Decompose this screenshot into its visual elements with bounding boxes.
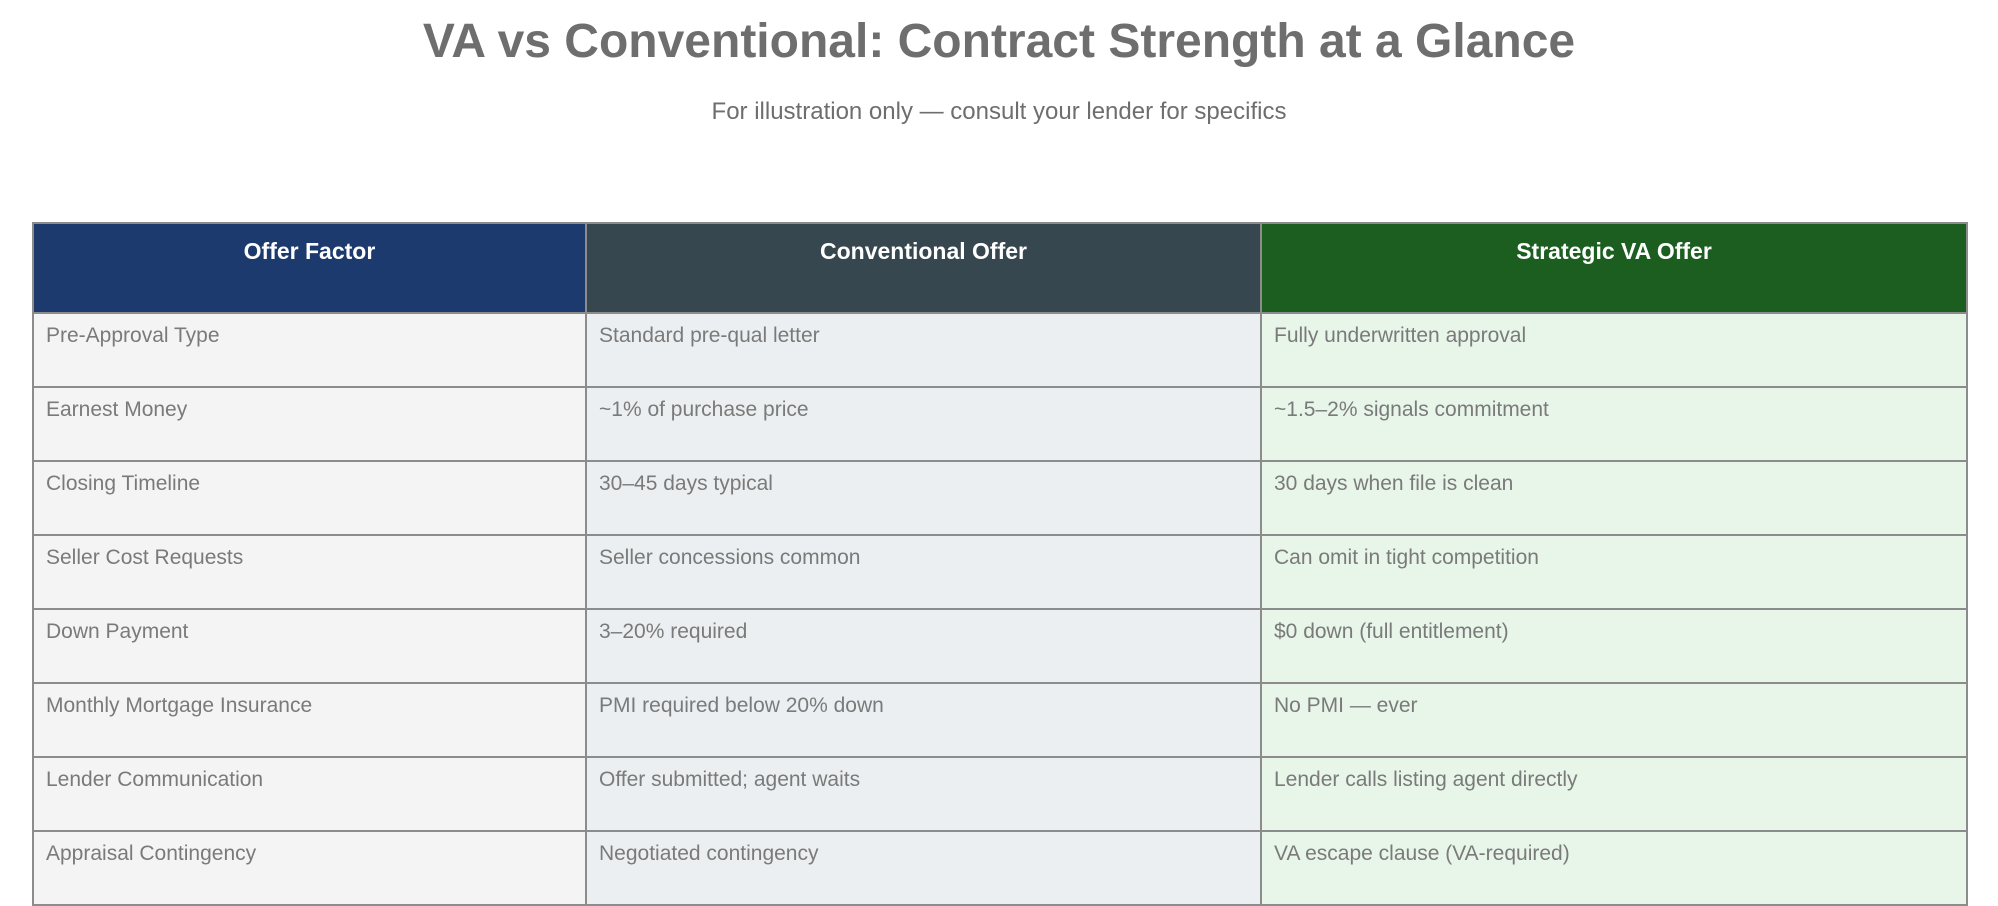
header-row: Offer Factor Conventional Offer Strategic … bbox=[32, 222, 1968, 314]
table-cell: Lender Communication bbox=[32, 756, 587, 832]
table-cell: Earnest Money bbox=[32, 386, 587, 462]
table-cell: $0 down (full entitlement) bbox=[1260, 608, 1968, 684]
table-cell: Negotiated contingency bbox=[585, 830, 1262, 906]
comparison-table: Offer Factor Conventional Offer Strategic … bbox=[32, 222, 1968, 906]
table-cell: 30 days when file is clean bbox=[1260, 460, 1968, 536]
title: VA vs Conventional: Contract Strength at… bbox=[422, 15, 1576, 68]
table-row: Seller Cost Requests Seller concessions c… bbox=[32, 534, 1968, 610]
table-cell: Pre-Approval Type bbox=[32, 312, 587, 388]
table-cell: Down Payment bbox=[32, 608, 587, 684]
table-cell: ~1.5–2% signals commitment bbox=[1260, 386, 1968, 462]
table-cell: Seller concessions common bbox=[585, 534, 1262, 610]
table-cell: 30–45 days typical bbox=[585, 460, 1262, 536]
column-header: Conventional Offer bbox=[585, 222, 1262, 314]
table-row: Pre-Approval Type Standard pre-qual lette… bbox=[32, 312, 1968, 388]
page: {"header": {"title": "VA vs Conventional… bbox=[32, 15, 1968, 906]
table-cell: Offer submitted; agent waits bbox=[585, 756, 1262, 832]
table-cell: Closing Timeline bbox=[32, 460, 587, 536]
table-row: Earnest Money ~1% of purchase price ~1.5–2… bbox=[32, 386, 1968, 462]
table-cell: Appraisal Contingency bbox=[32, 830, 587, 906]
table-row: Lender Communication Offer submitted; age… bbox=[32, 756, 1968, 832]
column-header: Strategic VA Offer bbox=[1260, 222, 1968, 314]
table-cell: Standard pre-qual letter bbox=[585, 312, 1262, 388]
table-cell: Seller Cost Requests bbox=[32, 534, 587, 610]
column-header: Offer Factor bbox=[32, 222, 587, 314]
table-row: Closing Timeline 30–45 days typical 30 day… bbox=[32, 460, 1968, 536]
subtitle: For illustration only — consult your len… bbox=[711, 98, 1287, 125]
table-cell: Lender calls listing agent directly bbox=[1260, 756, 1968, 832]
table-cell: 3–20% required bbox=[585, 608, 1262, 684]
table-row: Down Payment 3–20% required $0 down (full … bbox=[32, 608, 1968, 684]
table-row: Monthly Mortgage Insurance PMI required b… bbox=[32, 682, 1968, 758]
table-cell: Can omit in tight competition bbox=[1260, 534, 1968, 610]
table-cell: Monthly Mortgage Insurance bbox=[32, 682, 587, 758]
table-cell: VA escape clause (VA-required) bbox=[1260, 830, 1968, 906]
table-cell: No PMI — ever bbox=[1260, 682, 1968, 758]
table-row: Appraisal Contingency Negotiated continge… bbox=[32, 830, 1968, 906]
table-cell: Fully underwritten approval bbox=[1260, 312, 1968, 388]
table-cell: PMI required below 20% down bbox=[585, 682, 1262, 758]
table-cell: ~1% of purchase price bbox=[585, 386, 1262, 462]
